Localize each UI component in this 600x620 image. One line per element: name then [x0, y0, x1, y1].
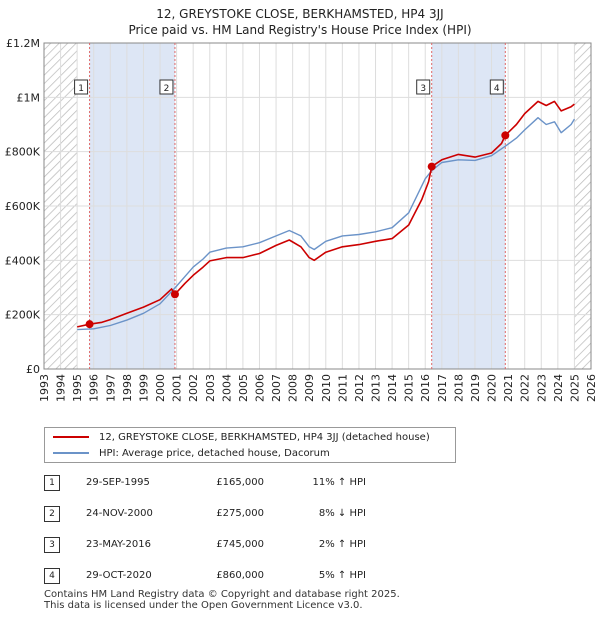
chart-subtitle: Price paid vs. HM Land Registry's House …	[128, 23, 472, 37]
chart-title: 12, GREYSTOKE CLOSE, BERKHAMSTED, HP4 3J…	[156, 7, 444, 21]
sale-point	[170, 290, 179, 299]
sale-label-box	[74, 79, 89, 95]
sale-hpi-relation: 8% ↓ HPI	[318, 508, 366, 519]
sale-price: £275,000	[216, 508, 264, 519]
legend-hpi-swatch	[53, 452, 89, 454]
table-row: 3 23-MAY-2016 £745,000 2% ↑ HPI	[44, 537, 464, 555]
sale-hpi-relation: 5% ↑ HPI	[318, 570, 366, 581]
x-tick-label: 2012	[353, 374, 366, 402]
sale-number-badge: 4	[44, 568, 60, 584]
x-tick-label: 1993	[38, 374, 51, 402]
hpi-line	[77, 116, 575, 331]
x-tick-label: 2001	[171, 374, 184, 402]
sale-label-box	[159, 79, 174, 95]
sale-point	[427, 162, 436, 171]
x-tick-label: 2022	[519, 374, 532, 402]
sale-hpi-relation: 2% ↑ HPI	[318, 539, 366, 550]
legend-item-hpi: HPI: Average price, detached house, Daco…	[53, 446, 330, 460]
sale-point	[501, 131, 510, 140]
x-tick-label: 2007	[270, 374, 283, 402]
legend-property-label: 12, GREYSTOKE CLOSE, BERKHAMSTED, HP4 3J…	[99, 431, 430, 443]
x-tick-label: 2017	[436, 374, 449, 402]
property-price-line	[77, 100, 575, 328]
x-tick-label: 1999	[137, 374, 150, 402]
sale-price: £745,000	[216, 539, 264, 550]
sale-label-text: 2	[164, 84, 170, 94]
x-tick-label: 1998	[121, 374, 134, 402]
y-tick-label: £1M	[17, 91, 41, 104]
table-row: 2 24-NOV-2000 £275,000 8% ↓ HPI	[44, 506, 464, 524]
x-tick-label: 2016	[419, 374, 432, 402]
plot-border	[43, 42, 592, 370]
x-tick-label: 2014	[386, 374, 399, 402]
x-tick-label: 2024	[552, 374, 565, 402]
sale-label-box	[416, 79, 431, 95]
sale-number-badge: 2	[44, 506, 60, 522]
sale-price: £860,000	[216, 570, 264, 581]
x-tick-label: 2005	[237, 374, 250, 402]
x-tick-label: 2000	[154, 374, 167, 402]
y-tick-label: £600K	[5, 200, 41, 213]
sale-label-box	[489, 79, 504, 95]
y-tick-label: £0	[26, 363, 40, 376]
sale-label-text: 1	[78, 84, 84, 94]
y-tick-label: £400K	[5, 254, 41, 267]
y-tick-label: £1.2M	[6, 37, 40, 50]
x-tick-label: 2003	[204, 374, 217, 402]
sale-date: 29-OCT-2020	[86, 570, 152, 581]
x-tick-label: 2013	[370, 374, 383, 402]
x-tick-label: 2015	[403, 374, 416, 402]
sale-date: 29-SEP-1995	[86, 477, 150, 488]
x-tick-label: 2010	[320, 374, 333, 402]
footer-copyright: Contains HM Land Registry data © Copyrig…	[44, 589, 400, 600]
x-tick-label: 1995	[71, 374, 84, 402]
x-tick-label: 2025	[568, 374, 581, 402]
y-tick-label: £200K	[5, 309, 41, 322]
sale-label-text: 4	[494, 84, 500, 94]
x-tick-label: 2021	[502, 374, 515, 402]
legend-property-swatch	[53, 436, 89, 438]
x-tick-label: 2008	[287, 374, 300, 402]
x-tick-label: 2006	[253, 374, 266, 402]
x-tick-label: 2018	[452, 374, 465, 402]
y-tick-label: £800K	[5, 146, 41, 159]
legend-hpi-label: HPI: Average price, detached house, Daco…	[99, 447, 330, 459]
sale-date: 24-NOV-2000	[86, 508, 153, 519]
x-tick-label: 2026	[585, 374, 598, 402]
x-tick-label: 1994	[55, 374, 68, 402]
chart-legend: 12, GREYSTOKE CLOSE, BERKHAMSTED, HP4 3J…	[44, 427, 456, 463]
table-row: 1 29-SEP-1995 £165,000 11% ↑ HPI	[44, 475, 464, 493]
x-tick-label: 2019	[469, 374, 482, 402]
x-tick-label: 2023	[535, 374, 548, 402]
sale-label-text: 3	[420, 84, 426, 94]
x-tick-label: 1997	[104, 374, 117, 402]
sale-hpi-relation: 11% ↑ HPI	[312, 477, 366, 488]
footer: Contains HM Land Registry data © Copyrig…	[44, 589, 400, 611]
sale-number-badge: 1	[44, 475, 60, 491]
footer-license: This data is licensed under the Open Gov…	[44, 600, 363, 611]
x-tick-label: 1996	[88, 374, 101, 402]
sale-number-badge: 3	[44, 537, 60, 553]
x-tick-label: 2009	[303, 374, 316, 402]
legend-item-property: 12, GREYSTOKE CLOSE, BERKHAMSTED, HP4 3J…	[53, 430, 430, 444]
x-tick-label: 2020	[486, 374, 499, 402]
sale-point	[85, 320, 94, 329]
sale-price: £165,000	[216, 477, 264, 488]
x-tick-label: 2011	[336, 374, 349, 402]
sale-date: 23-MAY-2016	[86, 539, 152, 550]
x-tick-label: 2004	[220, 374, 233, 402]
x-tick-label: 2002	[187, 374, 200, 402]
table-row: 4 29-OCT-2020 £860,000 5% ↑ HPI	[44, 568, 464, 586]
